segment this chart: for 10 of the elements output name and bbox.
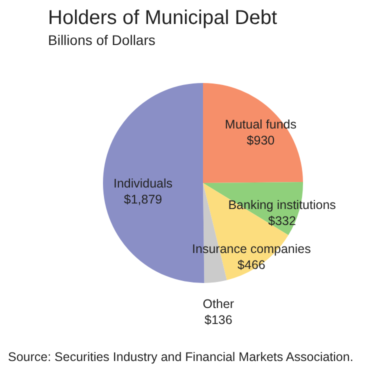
chart-title: Holders of Municipal Debt	[48, 7, 278, 29]
data-label: $332	[268, 214, 296, 228]
pie-slice	[203, 83, 303, 183]
data-label: $930	[246, 134, 275, 148]
slice-label: Individuals	[113, 176, 173, 190]
chart-subtitle: Billions of Dollars	[48, 32, 156, 48]
source-note: Source: Securities Industry and Financial Markets Association.	[8, 350, 354, 364]
data-label: $136	[204, 313, 232, 328]
data-label: $1,879	[124, 192, 162, 206]
slice-label: Other	[202, 297, 234, 312]
